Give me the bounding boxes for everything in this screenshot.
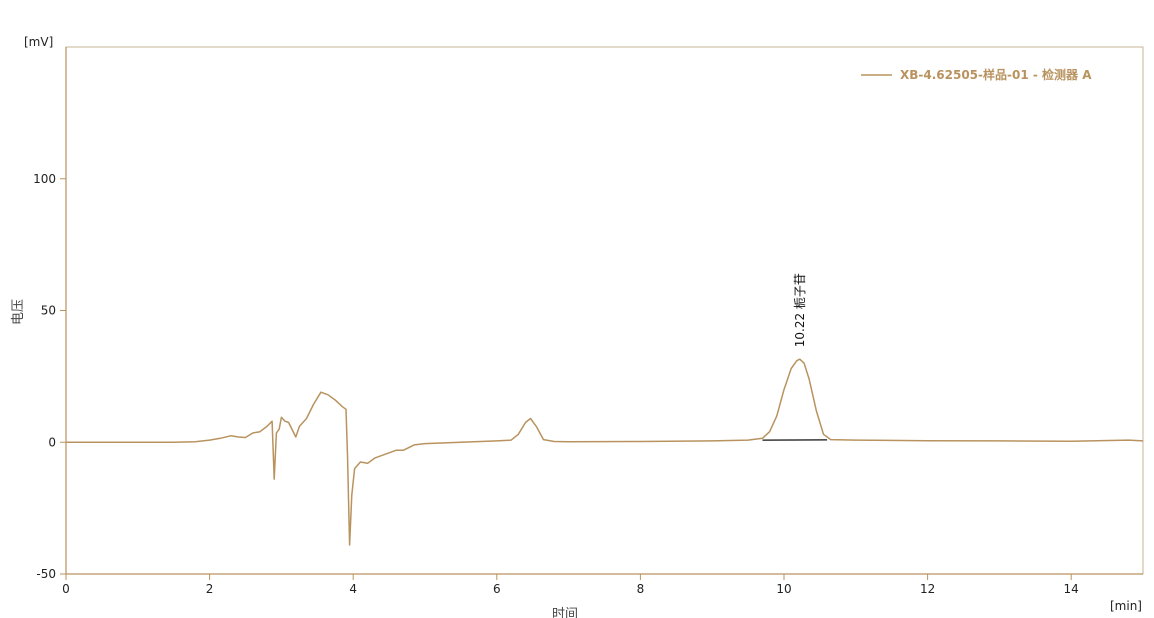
y-tick-label: 50 [41,304,56,318]
y-axis-title: 电压 [11,299,26,325]
x-tick-label: 8 [637,582,645,596]
x-tick-label: 4 [349,582,357,596]
legend-entry: XB-4.62505-样品-01 - 检测器 A [900,67,1092,82]
y-tick-label: 100 [33,172,56,186]
x-tick-label: 12 [920,582,935,596]
x-tick-label: 10 [776,582,791,596]
x-tick-label: 14 [1064,582,1079,596]
legend: XB-4.62505-样品-01 - 检测器 A [861,67,1092,82]
plot-layer [66,358,1144,546]
x-tick-label: 0 [62,582,70,596]
x-tick-label: 6 [493,582,501,596]
plot-frame [65,46,1144,575]
axes-layer [65,46,1144,575]
y-tick-label: -50 [36,567,56,581]
x-axis-title: 时间 [552,607,578,618]
y-tick-label: 0 [48,435,56,449]
ticks-layer: 0 2 4 6 8 10 12 14 -50 0 50 100 [33,172,1079,596]
y-unit-label: [mV] [24,35,53,49]
chromatogram-series-line [66,358,1144,546]
peak-label: 10.22 栀子苷 [793,273,807,347]
annotation-layer: 10.22 栀子苷 [793,273,807,347]
x-unit-label: [min] [1110,599,1142,613]
x-tick-label: 2 [206,582,214,596]
